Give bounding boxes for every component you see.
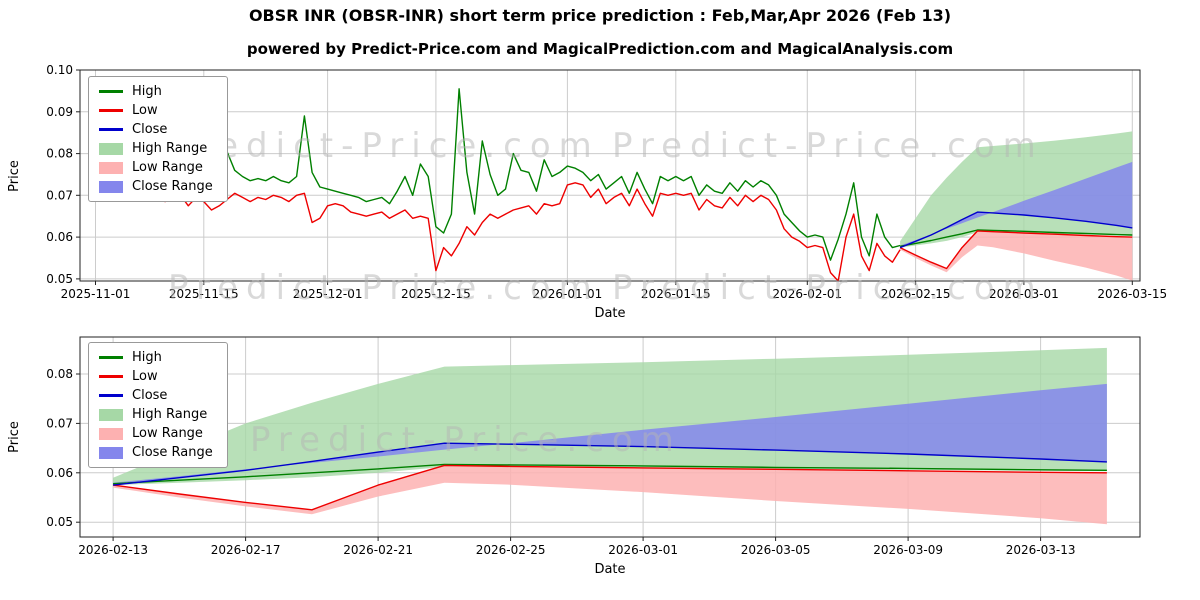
x-tick-label: 2026-02-25 [476,543,546,557]
y-tick-label: 0.08 [46,147,73,161]
legend-swatch-close-range [99,446,123,459]
forecast-close-line [899,211,1133,249]
legend-swatch-high [99,356,123,359]
y-tick-label: 0.06 [46,230,73,244]
legend-top: High Low Close High Range Low Range Close Ran… [88,76,228,202]
legend-item: Close [99,123,213,136]
x-axis-label: Date [594,306,625,321]
legend-label: High Range [132,141,208,156]
legend-label: Low [132,103,158,118]
legend-bottom: High Low Close High Range Low Range Close Ran… [88,342,228,468]
legend-label: Close [132,122,168,137]
legend-item: High Range [99,142,213,155]
y-tick-label: 0.07 [46,188,73,202]
legend-label: Close Range [132,179,213,194]
x-tick-label: 2025-12-01 [293,287,363,301]
legend-label: High [132,84,162,99]
legend-item: Close [99,389,213,402]
legend-swatch-low [99,375,123,378]
legend-label: Close [132,388,168,403]
legend-swatch-low-range [99,161,123,174]
legend-item: High [99,85,213,98]
legend-item: High [99,351,213,364]
x-tick-label: 2026-02-17 [211,543,281,557]
x-tick-label: 2026-01-15 [641,287,711,301]
x-tick-label: 2026-02-13 [78,543,148,557]
legend-swatch-high [99,90,123,93]
plot-border [79,69,1141,282]
y-axis-label: Price [7,421,22,453]
chart-subtitle: powered by Predict-Price.com and Magical… [246,40,954,58]
close-range-band [900,161,1133,248]
x-tick-label: 2026-03-15 [1097,287,1167,301]
legend-item: Close Range [99,446,213,459]
legend-label: Low Range [132,426,203,441]
x-tick-label: 2026-03-01 [608,543,678,557]
x-tick-label: 2025-11-15 [169,287,239,301]
y-axis-label: Price [7,160,22,192]
y-tick-label: 0.08 [46,367,73,381]
price-chart-top: 2025-11-01 2025-11-15 2025-12-01 2025-12-15… [7,63,1167,321]
chart-title: OBSR INR (OBSR-INR) short term price pre… [248,6,952,25]
y-tick-label: 0.09 [46,105,73,119]
low-range-band [900,230,1133,281]
y-tick-label: 0.07 [46,416,73,430]
x-tick-label: 2025-11-01 [61,287,131,301]
legend-item: Low [99,370,213,383]
plot-border [79,336,1141,538]
legend-item: High Range [99,408,213,421]
y-tick-label: 0.05 [46,515,73,529]
x-tick-label: 2026-03-13 [1006,543,1076,557]
low-range-band [113,465,1107,525]
x-tick-label: 2026-02-01 [772,287,842,301]
x-tick-label: 2026-01-01 [533,287,603,301]
legend-label: Low Range [132,160,203,175]
forecast-high-line [899,229,1133,247]
legend-label: High [132,350,162,365]
close-range-band [113,383,1107,486]
legend-swatch-close [99,128,123,131]
x-tick-label: 2026-03-01 [989,287,1059,301]
y-tick-label: 0.05 [46,272,73,286]
legend-item: Low [99,104,213,117]
legend-item: Low Range [99,161,213,174]
x-tick-label: 2026-03-09 [873,543,943,557]
history-high-line [94,82,901,261]
legend-swatch-close [99,394,123,397]
price-chart-bottom: 2026-02-13 2026-02-17 2026-02-21 2026-02-25… [7,336,1141,577]
x-axis-label: Date [594,562,625,577]
legend-item: Close Range [99,180,213,193]
forecast-low-line [113,464,1107,511]
legend-label: Low [132,369,158,384]
forecast-close-line [113,442,1107,486]
legend-label: Close Range [132,445,213,460]
legend-swatch-high-range [99,408,123,421]
legend-swatch-high-range [99,142,123,155]
x-tick-label: 2026-02-21 [343,543,413,557]
legend-label: High Range [132,407,208,422]
x-tick-label: 2026-03-05 [741,543,811,557]
legend-swatch-close-range [99,180,123,193]
forecast-high-line [113,463,1107,485]
y-tick-label: 0.10 [46,63,73,77]
y-tick-label: 0.06 [46,466,73,480]
x-tick-label: 2025-12-15 [401,287,471,301]
legend-swatch-low [99,109,123,112]
forecast-low-line [899,230,1133,270]
legend-item: Low Range [99,427,213,440]
legend-swatch-low-range [99,427,123,440]
x-tick-label: 2026-02-15 [881,287,951,301]
history-low-line [94,151,901,282]
